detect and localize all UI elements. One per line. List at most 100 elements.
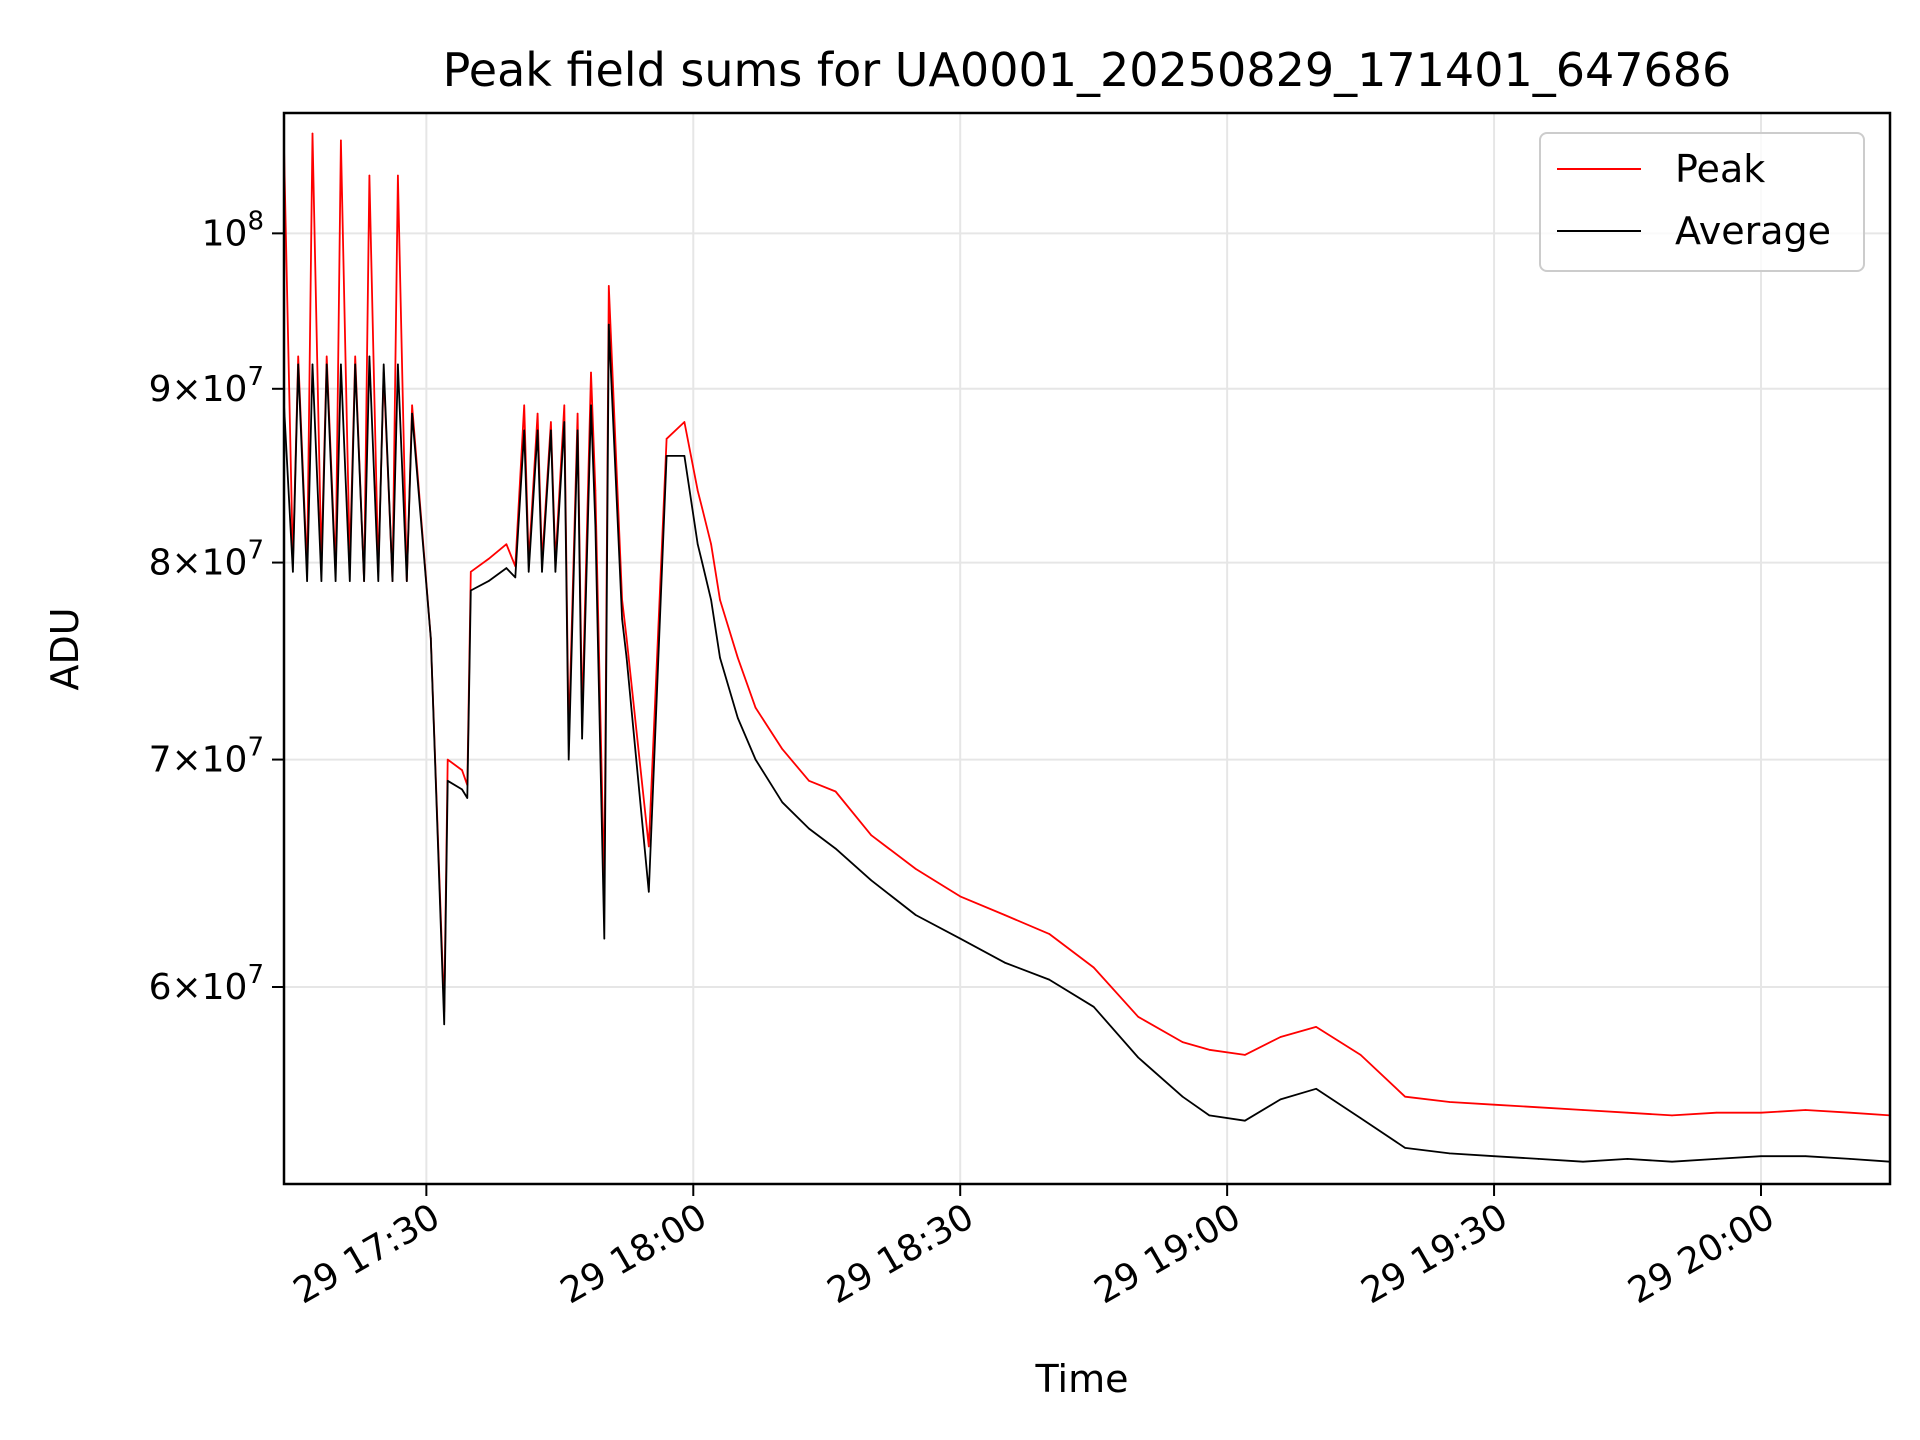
data-point-average [567, 758, 570, 761]
y-tick-label: 9×107 [149, 362, 264, 410]
y-tick-label: 6×107 [149, 960, 264, 1008]
data-point-average [523, 429, 525, 432]
series-line-peak [283, 132, 1891, 1117]
data-point-average [406, 580, 408, 582]
data-point-average [430, 637, 432, 639]
data-point-peak [297, 355, 300, 358]
data-point-average [325, 363, 328, 366]
data-point-average [391, 580, 394, 582]
data-point-average [914, 914, 917, 916]
data-point-average [554, 571, 557, 573]
data-point-average [1181, 1095, 1184, 1098]
data-point-peak [1671, 1114, 1673, 1117]
data-point-average [621, 618, 623, 620]
data-point-average [311, 363, 314, 366]
data-point-peak [1715, 1111, 1718, 1114]
data-point-peak [1804, 1109, 1807, 1111]
series-line-average [283, 323, 1891, 1163]
data-point-peak [1315, 1026, 1317, 1028]
data-point-average [1137, 1056, 1139, 1059]
data-point-peak [1048, 933, 1050, 935]
data-point-average [710, 599, 712, 601]
data-point-average [1244, 1119, 1246, 1122]
chart-title: Peak field sums for UA0001_20250829_1714… [443, 43, 1732, 97]
data-point-peak [1760, 1111, 1762, 1114]
data-point-average [466, 797, 469, 799]
data-point-peak [834, 790, 837, 793]
data-point-average [719, 657, 721, 659]
data-point-peak [505, 543, 508, 545]
y-tick-label: 7×107 [149, 733, 264, 781]
data-point-average [1671, 1160, 1673, 1163]
data-point-average [701, 561, 703, 564]
data-point-peak [1003, 914, 1006, 916]
data-point-average [340, 363, 342, 366]
data-point-peak [1849, 1111, 1851, 1114]
data-point-peak [719, 599, 721, 601]
data-point-average [1208, 1114, 1211, 1117]
data-point-average [581, 737, 583, 740]
data-point-average [411, 412, 413, 415]
data-point-average [1760, 1155, 1762, 1157]
data-point-average [808, 827, 810, 830]
data-point-peak [683, 421, 686, 423]
y-tick-label: 108 [202, 206, 264, 254]
data-point-average [382, 363, 385, 366]
data-point-peak [625, 637, 628, 639]
data-point-peak [870, 834, 872, 836]
data-point-peak [1092, 966, 1095, 969]
data-point-average [377, 580, 380, 582]
data-point-average [1537, 1158, 1540, 1160]
data-point-peak [701, 507, 703, 510]
data-point-average [870, 879, 872, 882]
data-point-average [349, 580, 351, 582]
data-point-peak [397, 174, 399, 177]
data-point-peak [576, 412, 579, 415]
data-point-average [608, 323, 610, 326]
data-point-average [297, 363, 300, 366]
data-point-peak [368, 174, 371, 177]
data-point-average [443, 1023, 446, 1026]
data-point-average [834, 847, 837, 850]
data-point-peak [959, 895, 961, 898]
y-axis-label: ADU [43, 607, 87, 690]
data-point-peak [665, 438, 668, 440]
data-point-average [470, 589, 472, 592]
data-point-average [1315, 1088, 1317, 1090]
data-point-average [1279, 1098, 1282, 1101]
data-point-average [354, 363, 357, 366]
data-point-average [959, 937, 961, 940]
data-point-peak [411, 404, 413, 407]
data-point-peak [1537, 1106, 1540, 1109]
data-point-peak [1582, 1109, 1584, 1111]
data-point-peak [914, 868, 917, 870]
x-tick-label: 29 18:30 [821, 1196, 981, 1312]
data-point-average [781, 801, 784, 804]
data-point-average [320, 580, 323, 582]
data-point-average [446, 780, 449, 782]
legend: Peak Average [1539, 132, 1865, 272]
data-point-average [461, 788, 463, 791]
data-point-average [696, 543, 699, 545]
data-point-average [1493, 1155, 1495, 1157]
data-point-average [665, 455, 668, 457]
legend-label-peak: Peak [1675, 147, 1765, 191]
data-point-peak [1448, 1101, 1451, 1103]
data-point-average [1448, 1152, 1451, 1155]
data-point-peak [446, 758, 449, 761]
data-point-average [590, 404, 592, 407]
data-point-average [397, 363, 399, 366]
data-point-peak [1279, 1036, 1282, 1038]
data-point-average [603, 937, 606, 940]
data-point-peak [1359, 1054, 1362, 1056]
data-point-peak [696, 489, 699, 492]
x-tick-label: 29 19:30 [1355, 1196, 1515, 1312]
data-point-average [563, 421, 566, 423]
data-point-average [1582, 1160, 1584, 1163]
data-point-average [368, 355, 371, 358]
data-point-average [1404, 1147, 1406, 1149]
data-point-peak [1244, 1054, 1246, 1056]
data-point-peak [461, 769, 463, 771]
data-point-peak [523, 404, 525, 407]
